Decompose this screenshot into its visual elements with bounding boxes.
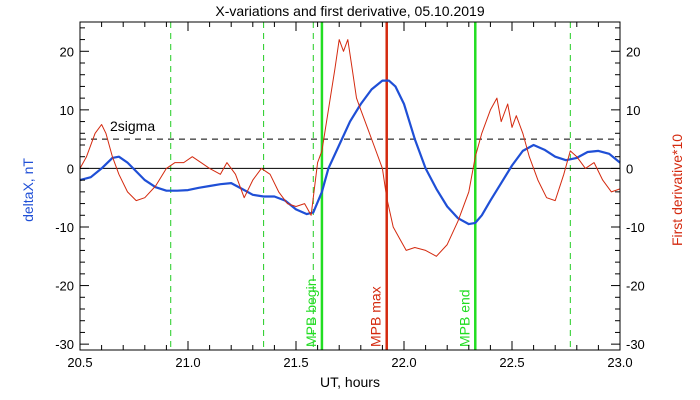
y-axis-label-right: First derivative*10 <box>669 134 685 246</box>
x-tick-label: 21.0 <box>175 355 200 370</box>
y-tick-label-right: 20 <box>626 44 640 59</box>
sigma-label: 2sigma <box>110 118 155 134</box>
reference-lines <box>80 138 620 169</box>
marker-label: MPB max <box>368 286 384 347</box>
y-tick-label-left: -10 <box>55 220 74 235</box>
plot-background <box>80 22 620 350</box>
x-tick-label: 22.0 <box>391 355 416 370</box>
y-tick-label-right: -20 <box>626 279 645 294</box>
x-tick-label: 22.5 <box>499 355 524 370</box>
y-tick-label-right: -10 <box>626 220 645 235</box>
y-tick-label-right: -30 <box>626 337 645 352</box>
derivative-series-line <box>79 39 621 257</box>
deltax-series-line <box>79 79 621 226</box>
y-tick-label-left: 10 <box>60 103 74 118</box>
x-tick-label: 21.5 <box>283 355 308 370</box>
x-tick-label: 23.0 <box>607 355 632 370</box>
chart-title: X-variations and first derivative, 05.10… <box>215 3 484 19</box>
marker-label: MPB begin <box>303 279 319 347</box>
y-tick-label-left: 0 <box>67 161 74 176</box>
y-axis-label-left: deltaX, nT <box>20 158 36 222</box>
y-tick-label-left: -20 <box>55 279 74 294</box>
y-tick-label-left: 20 <box>60 44 74 59</box>
y-tick-label-right: 10 <box>626 103 640 118</box>
mpb-markers: MPB begin MPB max MPB end <box>303 22 477 350</box>
series-lines <box>79 39 621 257</box>
x-tick-label: 20.5 <box>67 355 92 370</box>
y-tick-label-left: -30 <box>55 337 74 352</box>
x-axis-label: UT, hours <box>320 374 380 390</box>
marker-label: MPB end <box>456 289 472 347</box>
axes: 20.5 21.0 21.5 22.0 22.5 23.0 -30 -30 -20 -20 -10 -… <box>55 21 645 370</box>
plot-area <box>80 22 620 350</box>
y-tick-label-right: 0 <box>626 161 633 176</box>
plot-frame <box>79 21 621 351</box>
